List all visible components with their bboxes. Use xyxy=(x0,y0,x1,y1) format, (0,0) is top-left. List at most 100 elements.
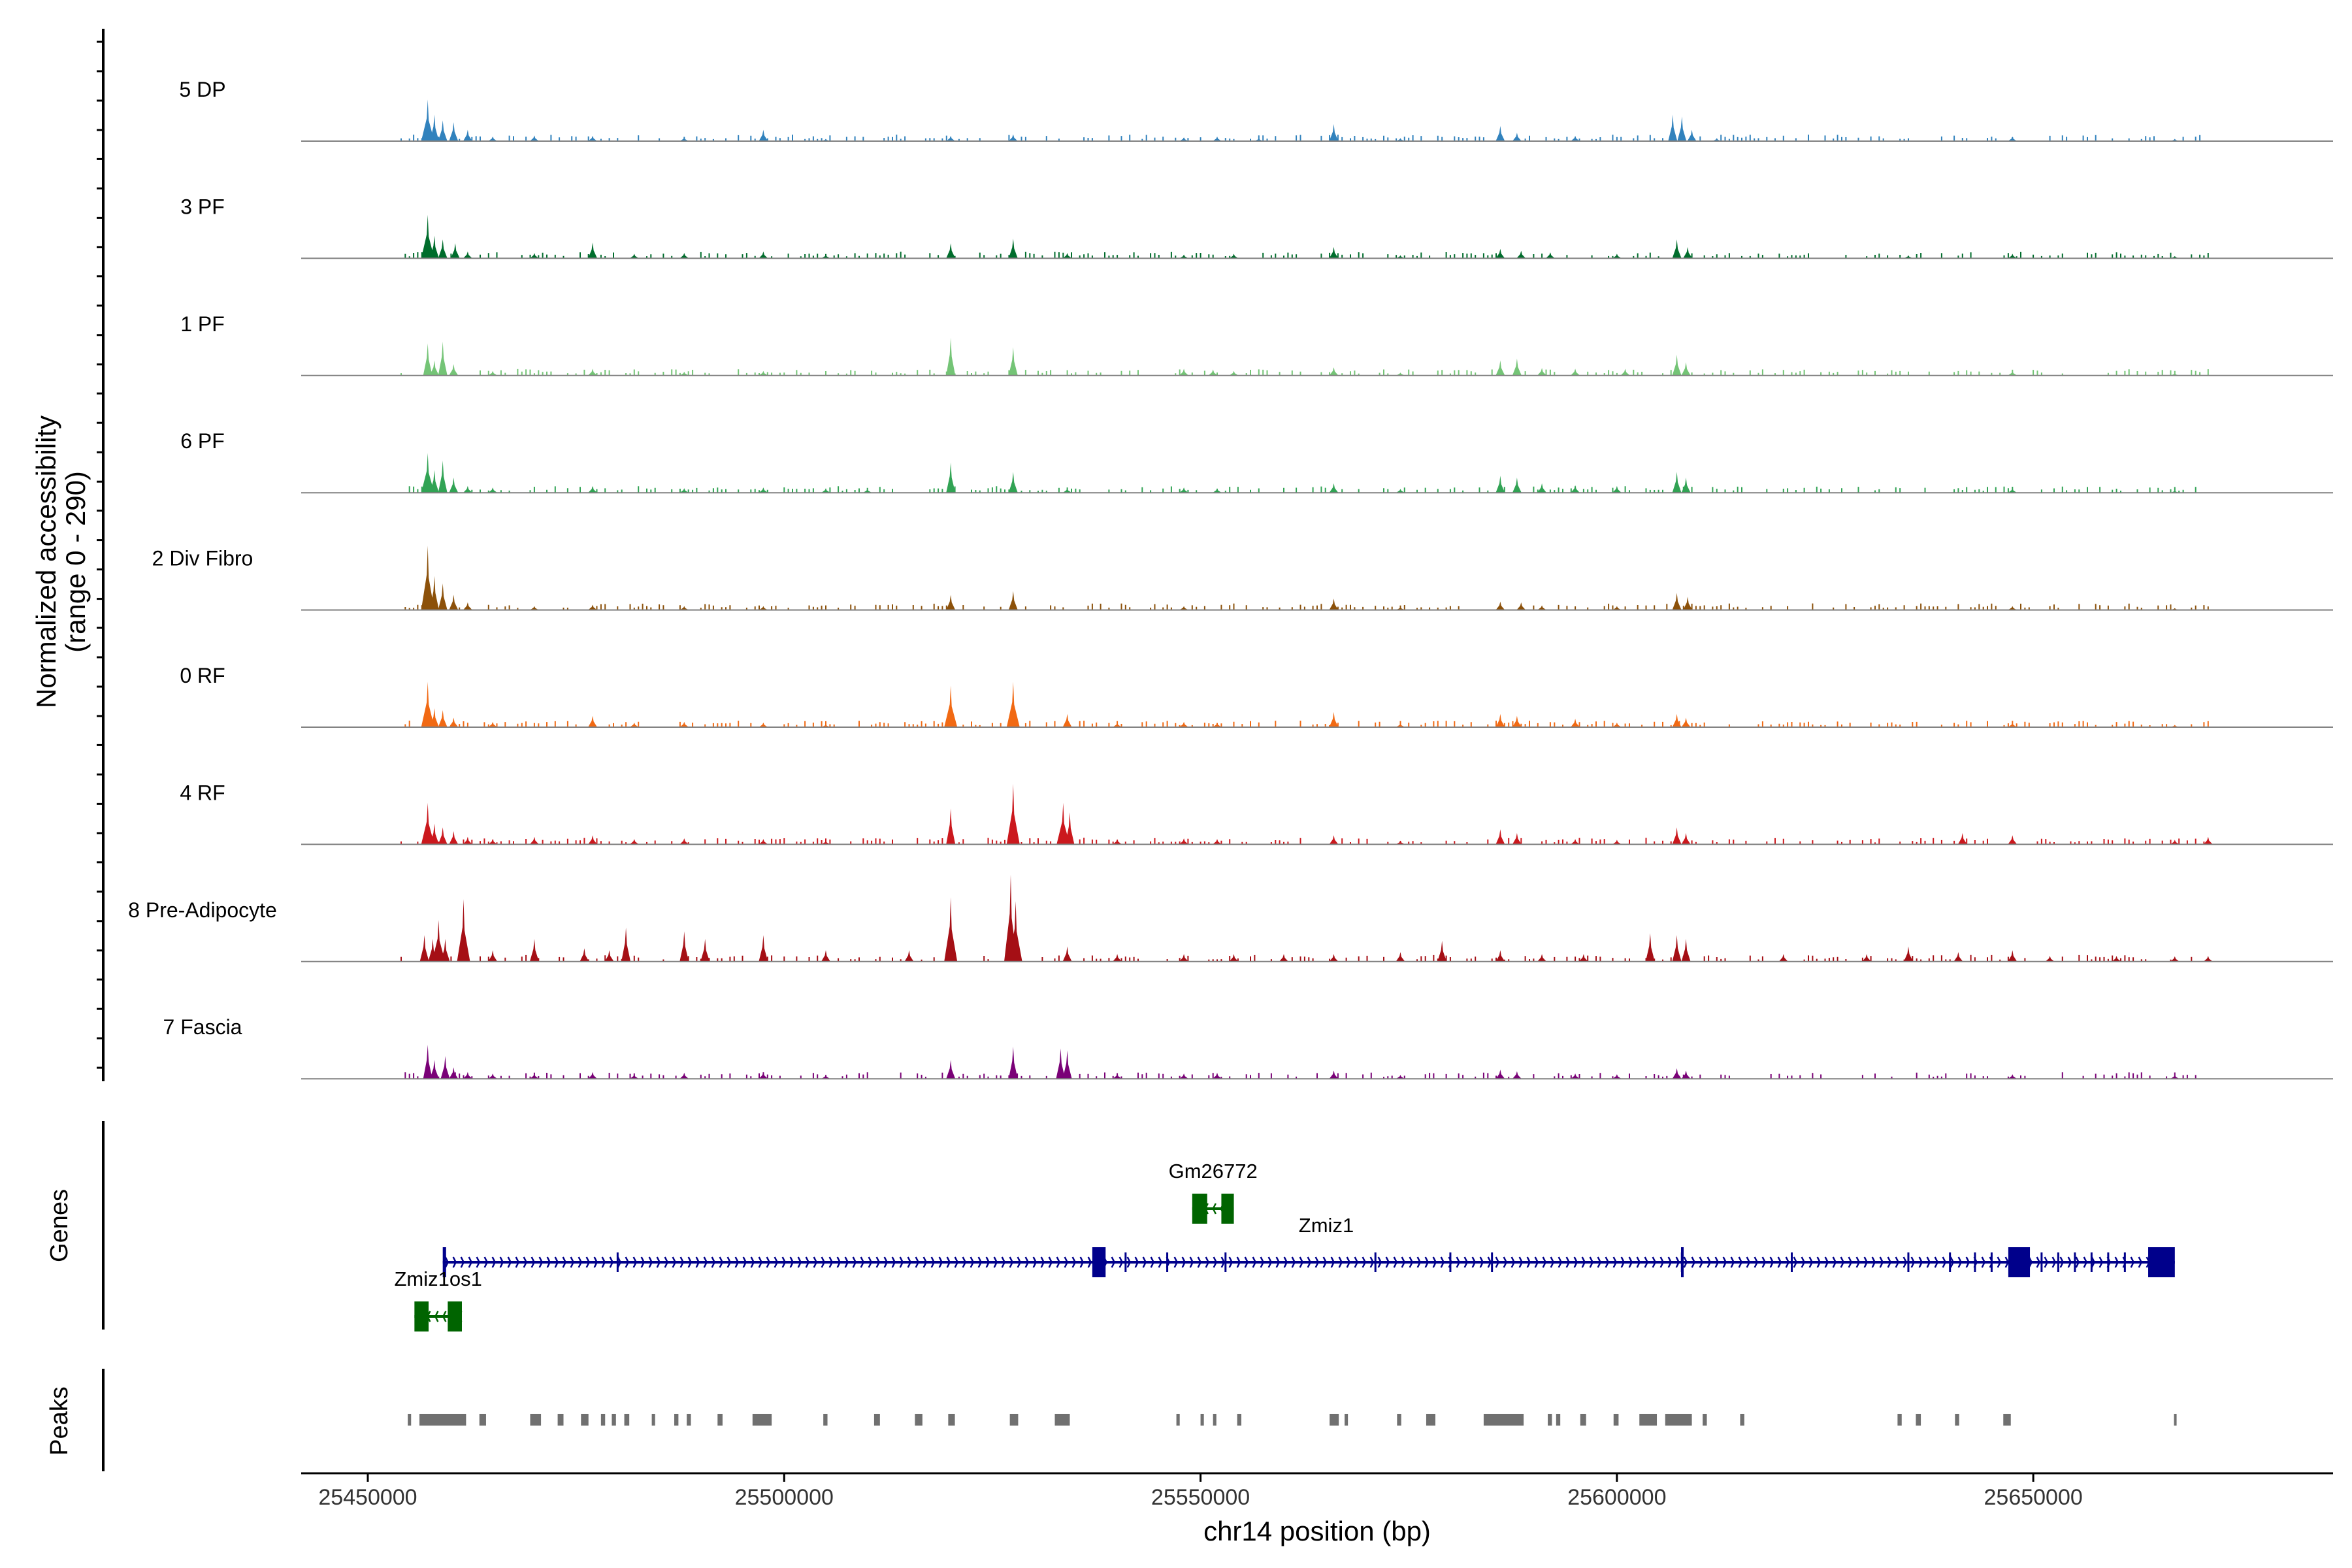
coverage-y-axis xyxy=(97,29,105,1081)
exon xyxy=(2008,1247,2031,1277)
peak-region xyxy=(674,1414,679,1426)
coverage-peak xyxy=(529,939,539,962)
peak-region xyxy=(1897,1414,1902,1426)
exon xyxy=(414,1301,429,1331)
track-1-pf: 1 PF xyxy=(180,312,2333,376)
coverage-peak xyxy=(2203,956,2213,962)
coverage-peak xyxy=(1179,137,1189,141)
coverage-peak xyxy=(1516,602,1526,610)
coverage-y-ticks xyxy=(97,41,103,1069)
coverage-peak xyxy=(1778,954,1788,962)
peak-region xyxy=(1237,1414,1242,1426)
coverage-peak xyxy=(759,723,768,727)
coverage-peak xyxy=(629,723,639,727)
coverage-peak xyxy=(946,808,956,845)
peak-region xyxy=(915,1414,923,1426)
coverage-peak xyxy=(1008,472,1018,493)
track-label: 4 RF xyxy=(180,781,225,804)
peak-region xyxy=(557,1414,564,1426)
genes-panel-title: Genes xyxy=(46,1189,73,1262)
coverage-peak xyxy=(1065,812,1075,845)
coverage-peak xyxy=(679,372,689,376)
coverage-peak xyxy=(1495,950,1505,962)
coverage-peak xyxy=(588,604,598,610)
coverage-peak xyxy=(1008,347,1018,376)
coverage-peak xyxy=(1113,839,1122,845)
coverage-peak xyxy=(1329,247,1339,259)
gene-models: Zmiz1 Gm26772 Zmiz1os1 xyxy=(394,1160,2175,1331)
coverage-peak xyxy=(1495,476,1505,493)
coverage-peak xyxy=(1681,1070,1691,1079)
coverage-peak xyxy=(1179,487,1189,493)
peaks-panel-title: Peaks xyxy=(46,1386,73,1456)
coverage-peak xyxy=(1571,719,1580,727)
x-axis-title: chr14 position (bp) xyxy=(1203,1516,1431,1546)
coverage-peak xyxy=(1008,1047,1018,1079)
coverage-peak xyxy=(1571,485,1580,493)
coverage-peak xyxy=(488,839,498,845)
coverage-peak xyxy=(1681,939,1691,962)
coverage-peak xyxy=(1495,248,1505,259)
coverage-peak xyxy=(2008,488,2017,493)
coverage-peak xyxy=(1062,253,1072,259)
coverage-peak xyxy=(1612,253,1622,259)
coverage-peak xyxy=(1512,715,1522,727)
coverage-peak xyxy=(1179,254,1189,259)
coverage-peak xyxy=(432,920,446,962)
coverage-peak xyxy=(944,897,958,962)
coverage-peak xyxy=(429,470,439,493)
coverage-peak xyxy=(488,370,498,376)
coverage-peak xyxy=(438,341,448,376)
coverage-peak xyxy=(457,899,470,962)
coverage-peak xyxy=(679,137,689,141)
track-label: 1 PF xyxy=(180,312,225,336)
coverage-peak xyxy=(421,681,434,727)
coverage-peak xyxy=(1113,723,1122,727)
coverage-peak xyxy=(821,1075,830,1079)
coverage-peak xyxy=(1512,358,1522,376)
coverage-y-axis-title: Normalized accessibility xyxy=(31,416,61,708)
exon xyxy=(1092,1247,1106,1277)
peak-region xyxy=(1613,1414,1619,1426)
x-axis-ticks: 25450000 25500000 25550000 25600000 25650000 xyxy=(318,1473,2083,1510)
track-0-rf: 0 RF xyxy=(180,664,2333,728)
gene-label: Zmiz1 xyxy=(1299,1214,1354,1237)
coverage-peak xyxy=(944,685,958,727)
coverage-peak xyxy=(1612,723,1622,727)
coverage-peak xyxy=(1329,598,1339,610)
coverage-peak xyxy=(821,840,830,845)
coverage-noise xyxy=(400,838,2205,845)
coverage-peak xyxy=(1006,681,1020,727)
peak-region xyxy=(581,1414,589,1426)
coverage-peak xyxy=(1229,253,1239,259)
coverage-peak xyxy=(1254,138,1264,141)
coverage-peak xyxy=(1008,238,1018,259)
coverage-peak xyxy=(438,827,448,845)
coverage-peak xyxy=(1213,1072,1222,1079)
coverage-peak xyxy=(1537,605,1547,610)
coverage-peak xyxy=(419,935,429,962)
coverage-noise xyxy=(400,368,2209,376)
coverage-peak xyxy=(679,721,689,727)
coverage-peak xyxy=(463,252,472,259)
coverage-peak xyxy=(1537,954,1547,962)
track-label: 3 PF xyxy=(180,195,225,218)
coverage-peak xyxy=(1179,1073,1189,1079)
coverage-peak xyxy=(529,836,539,845)
track-4-rf: 4 RF xyxy=(180,781,2333,845)
peak-region xyxy=(1200,1414,1204,1426)
coverage-noise xyxy=(408,486,2197,493)
peak-regions xyxy=(408,1414,2177,1426)
coverage-peak xyxy=(759,839,768,845)
coverage-peak xyxy=(1229,370,1239,376)
coverage-peak xyxy=(1904,946,1913,962)
track-label: 6 PF xyxy=(180,429,225,453)
coverage-peak xyxy=(1512,133,1522,141)
coverage-peak xyxy=(2170,840,2180,845)
coverage-peak xyxy=(1396,138,1405,141)
coverage-peak xyxy=(2008,835,2017,845)
coverage-peak xyxy=(759,606,768,610)
coverage-peak xyxy=(438,120,448,141)
coverage-peak xyxy=(1672,1068,1682,1079)
coverage-peak xyxy=(588,242,598,259)
